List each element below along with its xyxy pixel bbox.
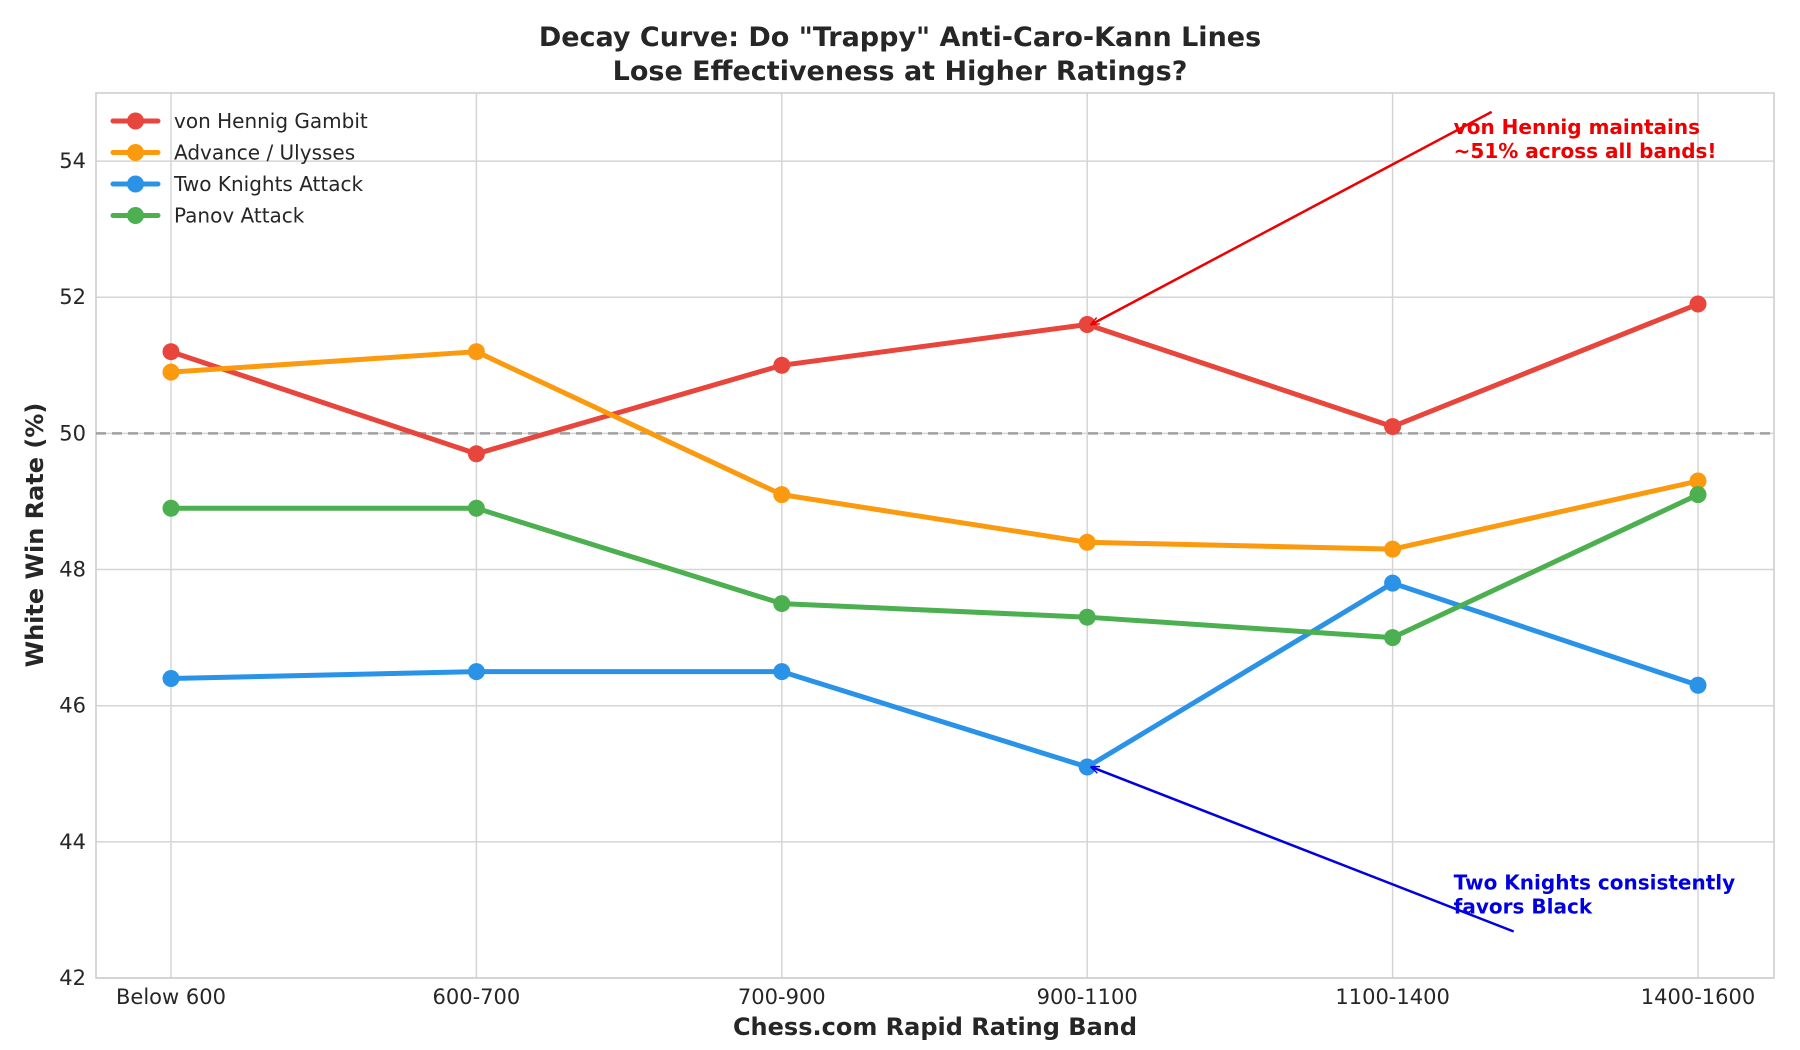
series-line — [168, 580, 1701, 770]
chart-title-line-2: Lose Effectiveness at Higher Ratings? — [613, 56, 1188, 87]
data-point — [1689, 486, 1707, 504]
annotation-arrow — [1091, 765, 1515, 933]
series-0 — [162, 295, 1707, 463]
y-tick-label: 42 — [59, 966, 86, 990]
y-tick-label: 52 — [59, 285, 86, 309]
data-point — [1384, 418, 1402, 436]
series-2 — [162, 574, 1707, 776]
data-point — [773, 486, 791, 504]
x-tick-label: 1400-1600 — [1641, 985, 1755, 1009]
data-point — [1689, 472, 1707, 490]
series-line — [168, 301, 1701, 457]
data-point — [162, 669, 180, 687]
tick-labels: Below 600 600-700 700-900 900-1100 1100-1400… — [59, 149, 1755, 1009]
annotation-arrow — [1091, 110, 1493, 325]
annotations-group: von Hennig maintains~51% across all band… — [1091, 110, 1736, 933]
x-tick-label: Below 600 — [116, 985, 226, 1009]
data-point — [467, 343, 485, 361]
y-tick-label: 50 — [59, 421, 86, 445]
legend: von Hennig Gambit Advance / Ulysses Two Kn… — [110, 109, 368, 228]
legend-item-2: Two Knights Attack — [110, 172, 363, 196]
series-3 — [162, 486, 1707, 647]
legend-label: Two Knights Attack — [173, 172, 363, 196]
annotation-text: ~51% across all bands! — [1454, 139, 1717, 163]
data-point — [467, 499, 485, 517]
series-line — [168, 349, 1701, 552]
data-point — [1078, 608, 1096, 626]
series-group — [162, 295, 1707, 776]
legend-swatch-marker — [127, 144, 144, 161]
y-tick-label: 48 — [59, 558, 86, 582]
legend-item-1: Advance / Ulysses — [110, 141, 355, 165]
data-point — [467, 445, 485, 463]
data-point — [1384, 540, 1402, 558]
data-point — [773, 663, 791, 681]
legend-label: von Hennig Gambit — [174, 109, 368, 133]
series-line — [168, 492, 1701, 641]
y-tick-label: 46 — [59, 694, 86, 718]
x-tick-label: 900-1100 — [1037, 985, 1138, 1009]
data-point — [1384, 574, 1402, 592]
legend-label: Advance / Ulysses — [174, 141, 355, 165]
legend-item-0: von Hennig Gambit — [110, 109, 368, 133]
annotation-0: von Hennig maintains~51% across all band… — [1091, 110, 1717, 325]
grid — [96, 93, 1774, 979]
data-point — [1078, 533, 1096, 551]
data-point — [467, 663, 485, 681]
plot-area-frame — [95, 92, 1775, 979]
annotation-text: von Hennig maintains — [1454, 115, 1700, 139]
data-point — [1689, 676, 1707, 694]
legend-swatch-marker — [127, 207, 144, 224]
x-tick-label: 700-900 — [738, 985, 826, 1009]
x-tick-label: 600-700 — [433, 985, 521, 1009]
data-point — [1689, 295, 1707, 313]
legend-item-3: Panov Attack — [110, 204, 305, 228]
data-point — [162, 363, 180, 381]
data-point — [773, 356, 791, 374]
annotation-text: favors Black — [1454, 895, 1593, 919]
data-point — [1384, 629, 1402, 647]
series-1 — [162, 343, 1707, 558]
y-tick-label: 54 — [59, 149, 86, 173]
x-axis-label: Chess.com Rapid Rating Band — [733, 1013, 1137, 1041]
data-point — [773, 595, 791, 613]
y-axis-label: White Win Rate (%) — [21, 403, 49, 668]
data-point — [162, 343, 180, 361]
data-point — [162, 499, 180, 517]
chart-title-line-1: Decay Curve: Do "Trappy" Anti-Caro-Kann … — [539, 22, 1261, 53]
x-tick-label: 1100-1400 — [1335, 985, 1449, 1009]
annotation-text: Two Knights consistently — [1454, 871, 1736, 895]
y-tick-label: 44 — [59, 830, 86, 854]
legend-swatch-marker — [127, 112, 144, 130]
legend-label: Panov Attack — [174, 204, 305, 228]
legend-swatch-marker — [127, 175, 144, 193]
